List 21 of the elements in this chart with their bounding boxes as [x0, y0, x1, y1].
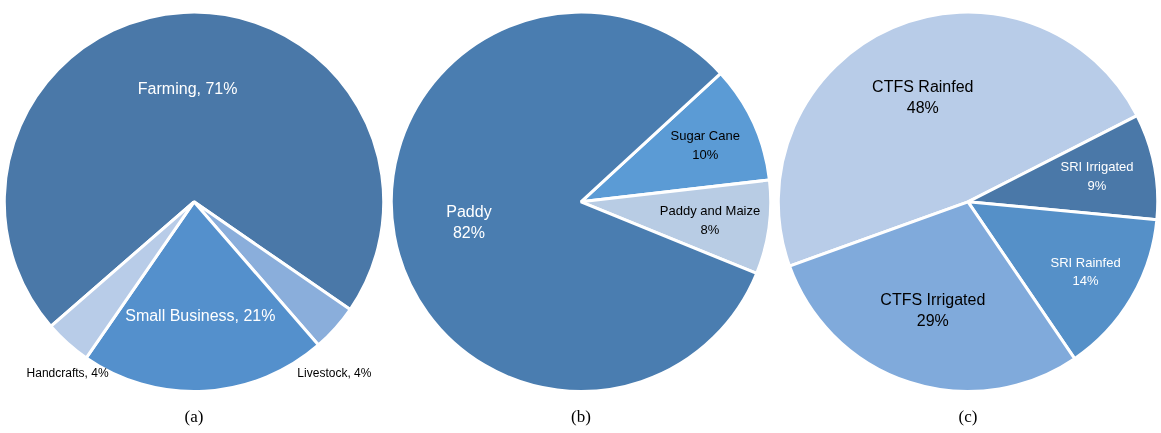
slice-label: SRI Rainfed: [1050, 254, 1121, 270]
data-label: 29%: [916, 312, 949, 330]
data-label: 10%: [692, 146, 719, 162]
slice-label: CTFS Rainfed: [872, 78, 974, 96]
slice-label: SRI Irrigated: [1060, 159, 1134, 175]
data-label: 8%: [700, 222, 720, 238]
text: (a): [184, 406, 204, 426]
data-label: 9%: [1087, 178, 1107, 194]
slice-label: Paddy and Maize: [659, 203, 761, 219]
slice-label: CTFS Irrigated: [880, 291, 986, 309]
text: (b): [571, 406, 591, 426]
slice-label: Small Business, 21%: [125, 307, 276, 325]
text: (c): [958, 406, 978, 426]
data-label: 82%: [452, 224, 485, 242]
data-label: 48%: [906, 99, 939, 117]
slice-label: Paddy: [446, 202, 492, 220]
data-label: 14%: [1072, 273, 1100, 289]
slice-label: Farming, 71%: [137, 79, 238, 97]
slice-label: Livestock, 4%: [297, 365, 372, 380]
slice-label: Handcrafts, 4%: [26, 365, 109, 380]
slice-label: Sugar Cane: [670, 128, 740, 144]
